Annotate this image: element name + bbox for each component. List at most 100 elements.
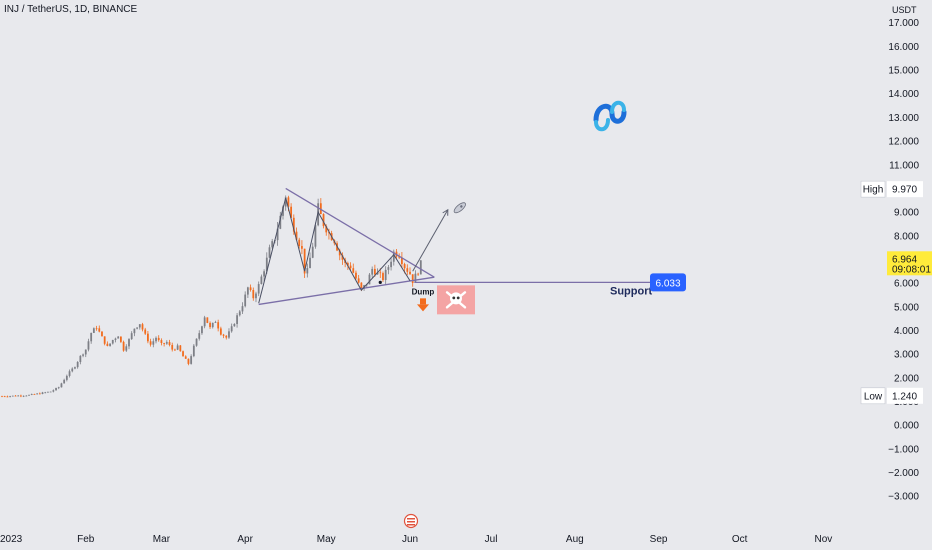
candle-body (219, 328, 222, 335)
candle-body (55, 387, 57, 391)
dump-arrow-shaft (420, 298, 426, 305)
y-tick-label: 0.000 (894, 421, 919, 432)
support-tag (650, 273, 686, 292)
support-annotation: Support (610, 285, 652, 297)
candle-body (163, 343, 166, 344)
candle-body (160, 340, 163, 344)
y-tick-label: 15.000 (888, 66, 919, 77)
low-tag-label: Low (864, 391, 883, 402)
y-tick-label: 8.000 (894, 231, 919, 242)
axis-unit: USDT (892, 5, 917, 15)
candle-body (44, 392, 47, 394)
candle-body (409, 271, 411, 275)
candle-body (276, 228, 279, 241)
candle-body (203, 317, 206, 327)
candle-body (295, 231, 298, 240)
y-tick-label: 17.000 (888, 18, 919, 29)
price-axis: USDT 17.000 16.000 15.000 14.000 13.000 12.000… (860, 5, 932, 503)
y-tick-label: −3.000 (888, 492, 919, 503)
low-tag-value-bg (887, 387, 923, 404)
high-tag-value: 9.970 (892, 185, 917, 196)
x-tick-label: Apr (237, 534, 253, 545)
candle-body (36, 393, 39, 395)
candle-body (228, 331, 230, 338)
x-tick-label: May (317, 534, 336, 545)
candle-body (136, 327, 138, 329)
candle-body (314, 225, 317, 247)
candle-body (92, 328, 95, 333)
candle-body (198, 333, 201, 339)
candle-body (201, 326, 203, 334)
candle-body (190, 356, 193, 364)
candle-body (84, 349, 87, 355)
candle-body (244, 294, 247, 307)
candle-body (79, 355, 82, 363)
candle-body (90, 332, 93, 342)
candle-body (49, 391, 52, 393)
current-price-tag (887, 251, 932, 276)
candle-body (414, 273, 417, 283)
candle-body (63, 379, 66, 384)
candle-body (168, 342, 171, 346)
candle-body (152, 341, 155, 345)
y-tick-label: 9.000 (894, 208, 919, 219)
candle-body (74, 367, 76, 369)
candle-body (117, 336, 120, 339)
countdown-value: 09:08:01 (892, 264, 931, 275)
candle-body (182, 351, 184, 357)
candle-body (230, 326, 233, 332)
candle-body (171, 345, 174, 350)
candle-body (225, 335, 228, 338)
candle-body (33, 394, 36, 395)
candle-body (179, 345, 182, 352)
y-tick-label: 4.000 (894, 326, 919, 337)
y-tick-label: 5.000 (894, 302, 919, 313)
candle-body (384, 269, 387, 281)
y-tick-label: 13.000 (888, 113, 919, 124)
candle-body (309, 257, 311, 269)
pattern-layer (258, 187, 466, 306)
candle-body (60, 383, 63, 388)
high-tag-label: High (863, 185, 884, 196)
x-tick-label: Aug (566, 534, 584, 545)
candle-body (265, 257, 268, 272)
candle-body (328, 232, 330, 234)
candle-body (257, 284, 260, 294)
candle-body (303, 248, 306, 274)
candle-body (255, 293, 257, 299)
candle-body (106, 343, 109, 346)
projection-arrow (412, 209, 449, 272)
y-tick-label: −2.000 (888, 468, 919, 479)
candle-body (3, 396, 6, 398)
rocket-icon (453, 202, 466, 214)
candle-body (157, 337, 160, 341)
y-tick-label: 16.000 (888, 42, 919, 53)
candle-body (338, 250, 341, 256)
y-tick-label: 6.000 (894, 279, 919, 290)
candle-body (419, 260, 422, 275)
x-tick-label: 2023 (0, 534, 23, 545)
y-tick-label: 12.000 (888, 137, 919, 148)
injective-logo (593, 100, 627, 132)
candle-body (1, 396, 3, 398)
candle-body (379, 272, 382, 274)
candle-body (346, 263, 349, 266)
candle-body (165, 342, 168, 344)
candle-body (195, 338, 198, 346)
candle-body (174, 349, 176, 351)
candle-body (109, 343, 111, 346)
candle-body (133, 328, 136, 334)
candle-body (98, 328, 101, 332)
candle-body (241, 306, 244, 312)
candle-body (249, 287, 252, 291)
candle-body (222, 334, 225, 336)
candle-body (349, 265, 352, 269)
candle-body (25, 395, 28, 397)
candle-body (287, 197, 290, 207)
y-tick-label: 2.000 (894, 373, 919, 384)
candle-body (246, 287, 249, 295)
candle-body (352, 268, 355, 273)
candle-body (65, 375, 68, 380)
